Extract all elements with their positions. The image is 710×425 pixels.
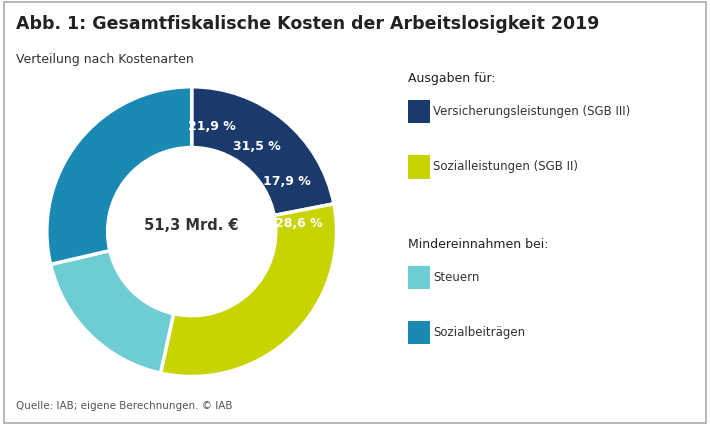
- Text: Sozialbeiträgen: Sozialbeiträgen: [433, 326, 525, 339]
- Text: 31,5 %: 31,5 %: [234, 140, 281, 153]
- Text: 28,6 %: 28,6 %: [275, 217, 322, 230]
- Text: Steuern: Steuern: [433, 271, 479, 284]
- Wedge shape: [160, 204, 337, 377]
- Text: Sozialleistungen (SGB II): Sozialleistungen (SGB II): [433, 160, 578, 173]
- Text: Verteilung nach Kostenarten: Verteilung nach Kostenarten: [16, 53, 193, 66]
- Text: Ausgaben für:: Ausgaben für:: [408, 72, 496, 85]
- Text: Mindereinnahmen bei:: Mindereinnahmen bei:: [408, 238, 549, 251]
- Text: 51,3 Mrd. €: 51,3 Mrd. €: [144, 218, 239, 233]
- Wedge shape: [50, 251, 174, 373]
- Text: 21,9 %: 21,9 %: [188, 120, 236, 133]
- Text: Abb. 1: Gesamtfiskalische Kosten der Arbeitslosigkeit 2019: Abb. 1: Gesamtfiskalische Kosten der Arb…: [16, 15, 599, 33]
- Text: Quelle: IAB; eigene Berechnungen. © IAB: Quelle: IAB; eigene Berechnungen. © IAB: [16, 401, 232, 411]
- Text: 17,9 %: 17,9 %: [263, 176, 310, 188]
- Wedge shape: [192, 87, 334, 215]
- Wedge shape: [47, 87, 192, 264]
- Text: Versicherungsleistungen (SGB III): Versicherungsleistungen (SGB III): [433, 105, 630, 118]
